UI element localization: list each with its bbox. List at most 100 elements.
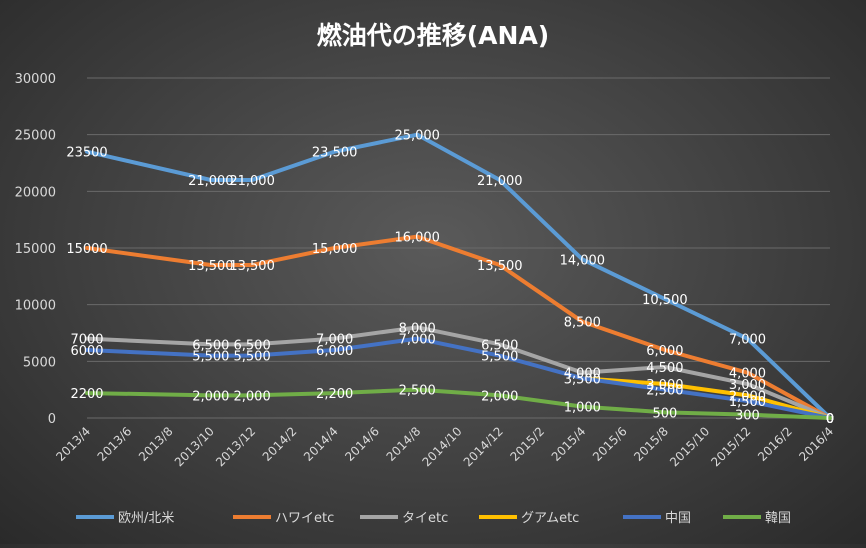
x-tick-label: 2015/6 <box>590 424 630 464</box>
data-label: 500 <box>652 406 677 421</box>
x-tick-label: 2014/8 <box>384 424 424 464</box>
data-label: 7,000 <box>399 333 436 348</box>
data-label: 21,000 <box>188 174 234 189</box>
data-label: 2,200 <box>316 387 353 402</box>
data-label: 21,000 <box>477 174 523 189</box>
series-group <box>85 132 832 420</box>
x-tick-label: 2014/10 <box>419 424 464 469</box>
series-line <box>580 376 832 420</box>
data-label: 6,500 <box>481 338 518 353</box>
x-tick-label: 2015/8 <box>631 424 671 464</box>
data-label: 8,500 <box>564 316 601 331</box>
data-label: 3,500 <box>564 372 601 387</box>
data-label: 3,000 <box>646 378 683 393</box>
x-tick-label: 2016/4 <box>796 424 836 464</box>
legend-label: ハワイetc <box>275 511 334 526</box>
series-line <box>85 132 832 420</box>
y-tick-label: 20000 <box>15 185 56 200</box>
data-label: 23,500 <box>312 146 358 161</box>
x-tick-label: 2013/6 <box>95 424 135 464</box>
y-tick-label: 0 <box>48 412 56 427</box>
data-label: 14,000 <box>560 253 606 268</box>
data-label: 7,000 <box>316 333 353 348</box>
data-label: 13,500 <box>477 259 523 274</box>
data-label: 7000 <box>70 333 103 348</box>
data-label: 21,000 <box>229 174 275 189</box>
legend-label: グアムetc <box>521 511 579 526</box>
data-label: 0 <box>826 412 834 427</box>
data-label: 6,500 <box>234 338 271 353</box>
series-line <box>85 325 832 420</box>
series-line <box>85 234 832 420</box>
data-label: 3,000 <box>729 378 766 393</box>
x-tick-label: 2013/12 <box>213 424 258 469</box>
data-label: 0 <box>826 412 834 427</box>
data-label: 2,000 <box>234 389 271 404</box>
x-tick-label: 2015/2 <box>507 424 547 464</box>
data-labels: 2350021,00021,00023,50025,00021,00014,00… <box>66 129 834 427</box>
data-label: 2,000 <box>192 389 229 404</box>
x-tick-label: 2016/2 <box>755 424 795 464</box>
data-label: 25,000 <box>394 129 440 144</box>
x-tick-label: 2013/10 <box>172 424 217 469</box>
data-label: 6,000 <box>316 344 353 359</box>
data-label: 2200 <box>70 387 103 402</box>
x-tick-label: 2015/4 <box>549 424 589 464</box>
y-tick-label: 10000 <box>15 299 56 314</box>
y-axis: 0 5000 10000 15000 20000 25000 30000 <box>15 72 56 427</box>
x-tick-label: 2014/4 <box>301 424 341 464</box>
data-label: 13,500 <box>229 259 275 274</box>
x-tick-label: 2014/6 <box>342 424 382 464</box>
x-tick-label: 2014/12 <box>461 424 506 469</box>
data-label: 4,500 <box>646 361 683 376</box>
x-tick-label: 2014/2 <box>260 424 300 464</box>
legend-label: 欧州/北米 <box>118 511 174 526</box>
data-label: 8,000 <box>399 321 436 336</box>
legend-label: 韓国 <box>765 511 791 526</box>
data-label: 4,000 <box>729 367 766 382</box>
data-label: 2,000 <box>729 389 766 404</box>
data-label: 0 <box>826 412 834 427</box>
data-label: 0 <box>826 412 834 427</box>
data-label: 7,000 <box>729 333 766 348</box>
data-label: 300 <box>735 409 760 424</box>
x-tick-label: 2015/10 <box>667 424 712 469</box>
data-label: 10,500 <box>642 293 688 308</box>
y-tick-label: 30000 <box>15 72 56 87</box>
data-label: 15000 <box>66 242 107 257</box>
legend-label: タイetc <box>402 511 448 526</box>
data-label: 2,000 <box>481 389 518 404</box>
data-label: 6,000 <box>646 344 683 359</box>
x-tick-label: 2015/12 <box>708 424 753 469</box>
x-tick-label: 2013/8 <box>136 424 176 464</box>
data-label: 6,500 <box>192 338 229 353</box>
y-tick-label: 25000 <box>15 129 56 144</box>
data-label: 23500 <box>66 146 107 161</box>
legend: 欧州/北米 ハワイetc タイetc グアムetc 中国 韓国 <box>76 511 791 526</box>
data-label: 4,000 <box>564 367 601 382</box>
y-tick-label: 15000 <box>15 242 56 257</box>
chart-title: 燃油代の推移(ANA) <box>317 21 549 50</box>
data-label: 13,500 <box>188 259 234 274</box>
x-tick-label: 2013/4 <box>53 424 93 464</box>
legend-label: 中国 <box>665 511 691 526</box>
data-label: 0 <box>826 412 834 427</box>
series-line <box>85 336 832 420</box>
data-label: 2,500 <box>399 384 436 399</box>
data-label: 6000 <box>70 344 103 359</box>
y-tick-label: 5000 <box>23 355 56 370</box>
data-label: 5,500 <box>234 350 271 365</box>
data-label: 1,000 <box>564 401 601 416</box>
data-label: 2,500 <box>646 384 683 399</box>
data-label: 16,000 <box>394 231 440 246</box>
data-label: 1,500 <box>729 395 766 410</box>
data-label: 15,000 <box>312 242 358 257</box>
data-label: 5,500 <box>192 350 229 365</box>
series-line <box>85 387 832 420</box>
data-label: 0 <box>826 412 834 427</box>
data-label: 5,500 <box>481 350 518 365</box>
grid <box>87 77 830 419</box>
